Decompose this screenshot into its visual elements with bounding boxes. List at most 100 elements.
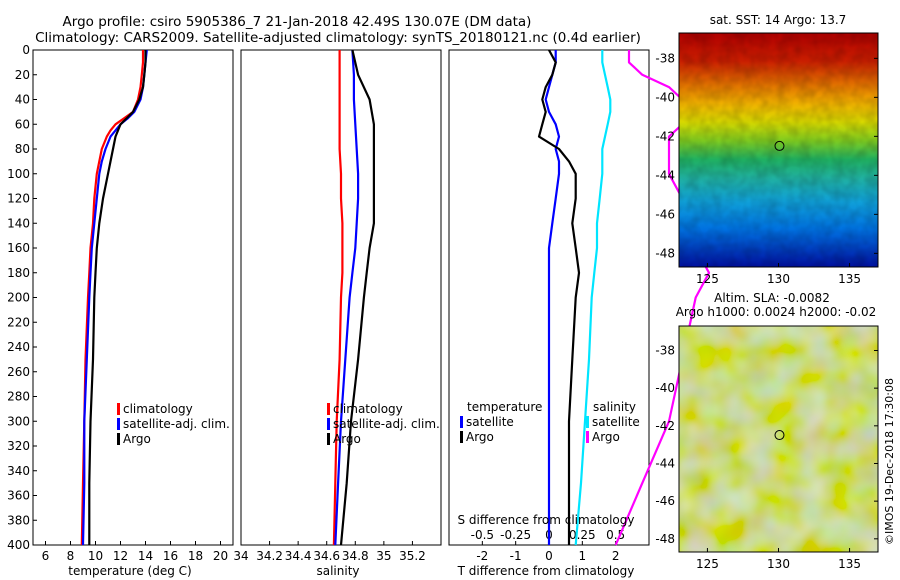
- series-line-temperature-argo: [537, 49, 581, 545]
- y-tick-label: 340: [7, 464, 30, 478]
- temperature-axes: [32, 49, 234, 546]
- y-tick-label: 20: [15, 68, 30, 82]
- y-tick-label: 80: [15, 142, 30, 156]
- difference-xlabel: T difference from climatology: [457, 564, 635, 578]
- legend-swatch: [327, 433, 330, 445]
- legend-swatch: [460, 431, 463, 443]
- x-tick-label: 8: [67, 549, 75, 563]
- x-tick-label: 2: [612, 549, 620, 563]
- map-y-tick-label: -48: [655, 532, 675, 546]
- x-tick-label: 18: [188, 549, 203, 563]
- legend-swatch: [117, 433, 120, 445]
- sla-map-axes: 125 130 135 -38 -40 -42 -44 -46 -48: [655, 343, 878, 571]
- difference-xlabel-top: S difference from climatology: [458, 513, 635, 527]
- legend-title-salinity: salinity: [593, 400, 636, 414]
- legend-label: satellite: [592, 415, 640, 429]
- x-tick-label: 34.4: [285, 549, 312, 563]
- legend-swatch: [327, 418, 330, 430]
- y-tick-label: 60: [15, 117, 30, 131]
- legend-swatch: [117, 403, 120, 415]
- x-top-tick-label: 0.25: [569, 528, 596, 542]
- y-tick-label: 100: [7, 167, 30, 181]
- map-y-tick-label: -48: [655, 246, 675, 260]
- sst-title: sat. SST: 14 Argo: 13.7: [710, 13, 847, 27]
- legend-swatch: [586, 416, 589, 428]
- map-y-tick-label: -40: [655, 381, 675, 395]
- x-tick-label: 34.2: [256, 549, 283, 563]
- argo-position-marker: [774, 140, 785, 151]
- map-y-tick-label: -44: [655, 456, 675, 470]
- legend-label: Argo: [123, 432, 151, 446]
- map-y-tick-label: -38: [655, 343, 675, 357]
- series-line-climatology: [80, 50, 145, 546]
- map-x-tick-label: 135: [838, 557, 861, 571]
- x-tick-label: -1: [510, 549, 522, 563]
- y-tick-label: 140: [7, 216, 30, 230]
- y-tick-label: 120: [7, 192, 30, 206]
- x-tick-label: 35: [376, 549, 391, 563]
- map-y-tick-label: -40: [655, 90, 675, 104]
- y-tick-label: 0: [22, 43, 30, 57]
- y-tick-label: 160: [7, 241, 30, 255]
- temperature-xlabel: temperature (deg C): [68, 564, 191, 578]
- series-line-salinity-satellite: [574, 50, 612, 546]
- series-line-satellite-adj-clim-: [334, 49, 360, 546]
- y-tick-label: 320: [7, 439, 30, 453]
- legend-label: satellite-adj. clim.: [123, 417, 230, 431]
- y-tick-label: 240: [7, 340, 30, 354]
- y-tick-label: 400: [7, 538, 30, 552]
- x-tick-label: 35.2: [399, 549, 426, 563]
- sst-map-axes: 125 130 135 -38 -40 -42 -44 -46 -48: [655, 51, 878, 286]
- x-tick-label: 0: [545, 549, 553, 563]
- map-y-tick-label: -46: [655, 207, 675, 221]
- legend-label: Argo: [333, 432, 361, 446]
- x-tick-label: 12: [113, 549, 128, 563]
- x-tick-label: 20: [213, 549, 228, 563]
- x-tick-label: 14: [138, 549, 153, 563]
- legend-label: Argo: [592, 430, 620, 444]
- x-tick-label: 34.8: [342, 549, 369, 563]
- x-tick-label: 6: [42, 549, 50, 563]
- y-tick-label: 300: [7, 414, 30, 428]
- series-line-argo: [339, 49, 375, 546]
- y-tick-label: 220: [7, 315, 30, 329]
- sla-subtitle: Argo h1000: 0.0024 h2000: -0.02: [676, 305, 877, 319]
- salinity-xlabel: salinity: [316, 564, 359, 578]
- title-line1: Argo profile: csiro 5905386_7 21-Jan-201…: [63, 14, 532, 30]
- legend-swatch: [327, 403, 330, 415]
- x-top-tick-label: -0.25: [500, 528, 531, 542]
- legend-swatch: [117, 418, 120, 430]
- y-tick-label: 40: [15, 93, 30, 107]
- argo-position-marker: [774, 430, 785, 441]
- legend-label: climatology: [123, 402, 193, 416]
- y-tick-label: 380: [7, 513, 30, 527]
- sla-title: Altim. SLA: -0.0082: [714, 291, 830, 305]
- map-y-tick-label: -42: [655, 419, 675, 433]
- legend-label: climatology: [333, 402, 403, 416]
- salinity-plot: 34 34.2 34.4 34.6 34.8 35 35.2 climatologysatel…: [233, 49, 440, 563]
- x-tick-label: 10: [88, 549, 103, 563]
- x-tick-label: 34: [233, 549, 248, 563]
- map-y-tick-label: -46: [655, 494, 675, 508]
- map-x-tick-label: 125: [696, 557, 719, 571]
- map-y-tick-label: -42: [655, 129, 675, 143]
- watermark: ©IMOS 19-Dec-2018 17:30:08: [883, 378, 896, 545]
- title-line2: Climatology: CARS2009. Satellite-adjuste…: [35, 30, 641, 46]
- x-tick-label: -2: [476, 549, 488, 563]
- x-tick-label: 34.6: [313, 549, 340, 563]
- y-tick-label: 180: [7, 266, 30, 280]
- y-tick-label: 360: [7, 489, 30, 503]
- y-tick-label: 260: [7, 365, 30, 379]
- temperature-plot: 0 20 40 60 80 100 120 140 160 180 200 220 240 260 280 3…: [7, 43, 230, 563]
- legend-label: satellite: [466, 415, 514, 429]
- map-x-tick-label: 135: [838, 272, 861, 286]
- map-y-tick-label: -44: [655, 168, 675, 182]
- x-tick-label: 16: [163, 549, 178, 563]
- series-line-argo: [88, 50, 147, 545]
- legend-swatch: [460, 416, 463, 428]
- legend-swatch: [586, 431, 589, 443]
- x-tick-label: 1: [579, 549, 587, 563]
- legend-label: Argo: [466, 430, 494, 444]
